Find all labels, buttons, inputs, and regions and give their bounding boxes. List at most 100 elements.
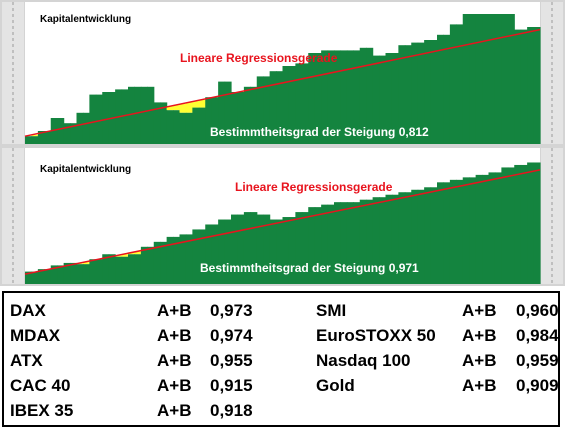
equity-bar — [63, 262, 71, 284]
equity-bar — [179, 234, 187, 284]
equity-bar — [372, 197, 380, 284]
equity-bar — [527, 162, 535, 284]
market-name: Gold — [316, 376, 355, 395]
equity-bar — [102, 92, 110, 144]
r-squared-value: 0,973 — [210, 301, 253, 320]
equity-bar — [70, 123, 78, 144]
equity-bar — [462, 14, 470, 144]
equity-bar — [256, 76, 264, 144]
equity-bar — [263, 76, 271, 144]
equity-bar — [44, 131, 52, 144]
equity-bar — [95, 259, 103, 284]
equity-bar — [391, 53, 399, 144]
equity-bar — [288, 66, 296, 144]
equity-bar — [411, 42, 419, 144]
system-label: A+B — [462, 376, 497, 395]
equity-bar — [147, 86, 155, 144]
system-label: A+B — [157, 326, 192, 345]
equity-bar — [185, 234, 193, 284]
r-squared-value: 0,955 — [210, 351, 253, 370]
equity-bar — [533, 27, 541, 144]
equity-bar — [160, 102, 168, 144]
chart-top-svg: Kapitalentwicklung Lineare Regressionsge… — [2, 2, 563, 145]
market-name: Nasdaq 100 — [316, 351, 411, 370]
equity-bar — [443, 182, 451, 284]
equity-bar — [366, 199, 374, 284]
equity-bar — [321, 204, 329, 284]
equity-bar — [366, 47, 374, 144]
equity-bar — [417, 189, 425, 284]
r-squared-label: Bestimmtheitsgrad der Steigung 0,971 — [200, 261, 419, 275]
equity-bar — [475, 14, 483, 144]
equity-bar — [218, 81, 226, 144]
equity-bar — [437, 182, 445, 284]
equity-bar — [282, 66, 290, 144]
equity-bar — [128, 254, 136, 284]
equity-bar — [488, 14, 496, 144]
equity-bar — [404, 45, 412, 145]
equity-bar — [488, 172, 496, 284]
regression-gap — [121, 254, 129, 257]
equity-bar — [37, 269, 45, 284]
equity-bar — [153, 102, 161, 144]
market-name: SMI — [316, 301, 347, 320]
regression-gap — [179, 103, 187, 113]
regression-label: Lineare Regressionsgerade — [180, 51, 338, 65]
equity-bar — [205, 97, 213, 144]
equity-bar — [482, 14, 490, 144]
equity-bar — [469, 14, 477, 144]
equity-bar — [443, 34, 451, 144]
equity-bar — [494, 172, 502, 284]
market-name: CAC 40 — [10, 376, 71, 395]
chart-panel-top: Kapitalentwicklung Lineare Regressionsge… — [0, 0, 565, 146]
equity-bar — [57, 118, 65, 144]
equity-bar — [115, 256, 123, 284]
equity-bar — [295, 212, 303, 284]
equity-bar — [231, 92, 239, 144]
equity-bar — [63, 123, 71, 144]
equity-bar — [89, 259, 97, 284]
equity-bar — [70, 262, 78, 284]
right-scroll-strip — [541, 2, 563, 144]
equity-bar — [192, 107, 200, 144]
market-name: EuroSTOXX 50 — [316, 326, 436, 345]
equity-bar — [166, 236, 174, 284]
system-label: A+B — [157, 301, 192, 320]
equity-bar — [224, 81, 232, 144]
equity-bar — [82, 264, 90, 284]
equity-bar — [198, 107, 206, 144]
chart-marks — [24, 14, 541, 145]
equity-bar — [76, 112, 84, 144]
equity-bar — [211, 97, 219, 144]
equity-bar — [250, 86, 258, 144]
r-squared-value: 0,909 — [516, 376, 559, 395]
equity-bar — [140, 86, 148, 144]
equity-bar — [449, 24, 457, 144]
market-name: ATX — [10, 351, 43, 370]
equity-bar — [327, 50, 335, 144]
regression-gap — [192, 101, 200, 108]
market-name: MDAX — [10, 326, 61, 345]
equity-bar — [359, 47, 367, 144]
equity-bar — [237, 214, 245, 284]
equity-bar — [346, 202, 354, 284]
equity-bar — [31, 136, 39, 144]
equity-bar — [353, 50, 361, 144]
equity-bar — [269, 219, 277, 284]
equity-bar — [501, 14, 509, 144]
equity-bar — [231, 214, 239, 284]
equity-bar — [153, 241, 161, 284]
equity-bar — [76, 264, 84, 284]
equity-bar — [301, 212, 309, 284]
results-table: DAX A+B 0,973 MDAX A+B 0,974 ATX A+B 0,9… — [2, 291, 560, 427]
equity-bar — [237, 92, 245, 144]
equity-bar — [314, 207, 322, 284]
equity-bar — [314, 53, 322, 144]
equity-bar — [140, 246, 148, 284]
equity-bar — [198, 229, 206, 284]
equity-bar — [121, 89, 129, 144]
equity-bar — [44, 269, 52, 284]
equity-bar — [50, 118, 58, 144]
chart-title: Kapitalentwicklung — [40, 14, 131, 25]
chart-bottom-svg: Kapitalentwicklung Lineare Regressionsge… — [2, 148, 563, 284]
